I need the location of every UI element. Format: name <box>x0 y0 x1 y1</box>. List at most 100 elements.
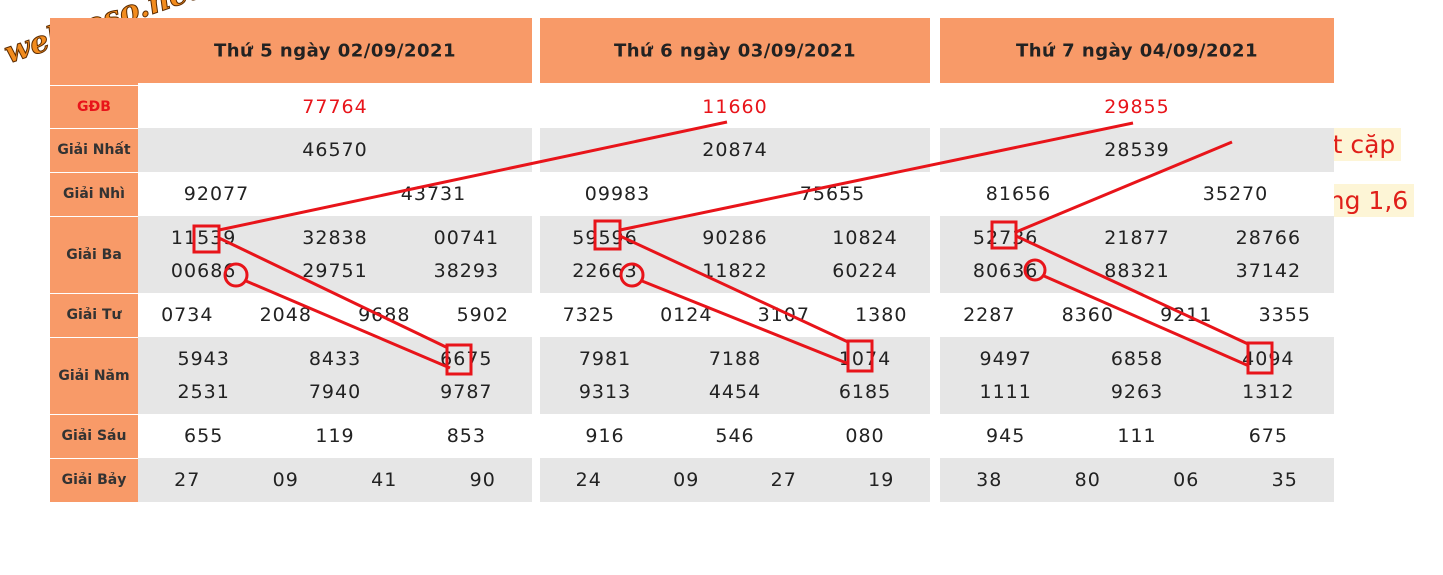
label-cell <box>50 414 138 458</box>
row-bg <box>940 458 1334 502</box>
prize-number: 3107 <box>757 304 810 326</box>
row-bg <box>138 458 532 502</box>
day-header <box>540 18 930 83</box>
label-cell <box>50 458 138 502</box>
prize-number: 80636 <box>972 260 1039 282</box>
prize-number: 59596 <box>572 227 638 249</box>
prize-number: 00741 <box>433 227 500 249</box>
prize-number: 6185 <box>838 381 892 403</box>
prize-number: 11539 <box>170 227 237 249</box>
prize-number: 38293 <box>433 260 500 282</box>
day-header <box>138 18 532 83</box>
header-cell <box>50 18 138 85</box>
row-bg <box>540 414 930 458</box>
prize-number: 90286 <box>702 227 768 249</box>
prize-number: 35 <box>1271 469 1298 491</box>
prize-number: 2048 <box>259 304 312 326</box>
prize-number: 80 <box>1074 469 1101 491</box>
prize-number: 28766 <box>1235 227 1302 249</box>
prize-number: 0734 <box>161 304 214 326</box>
prize-number: 75655 <box>799 183 866 205</box>
prize-number: 24 <box>575 469 602 491</box>
prize-number: 8360 <box>1061 304 1114 326</box>
prize-number: 9497 <box>979 348 1032 370</box>
prize-number: 111 <box>1117 425 1157 447</box>
prize-number: 46570 <box>302 139 368 161</box>
prize-number: 1380 <box>855 304 908 326</box>
prize-number: 3355 <box>1258 304 1311 326</box>
prize-number: 43731 <box>400 183 467 205</box>
prize-number: 38 <box>976 469 1003 491</box>
prize-number: 546 <box>715 425 755 447</box>
label-cell <box>50 172 138 216</box>
prize-number: 9787 <box>440 381 493 403</box>
row-label: Giải Tư <box>66 307 122 323</box>
prize-number: 77764 <box>302 95 368 118</box>
prize-number: 1111 <box>979 381 1032 403</box>
prize-number: 21877 <box>1104 227 1170 249</box>
prize-number: 9688 <box>358 304 411 326</box>
row-label: Giải Bảy <box>61 472 127 488</box>
prize-number: 655 <box>184 425 224 447</box>
label-cell <box>50 337 138 414</box>
prize-number: 52736 <box>972 227 1039 249</box>
row-bg <box>540 458 930 502</box>
day-title: Thứ 5 ngày 02/09/2021 <box>213 40 457 62</box>
prize-number: 916 <box>585 425 625 447</box>
row-bg <box>940 85 1334 128</box>
prize-number: 5943 <box>177 348 230 370</box>
prize-number: 27 <box>174 469 201 491</box>
row-label: Giải Ba <box>66 246 122 263</box>
prize-number: 19 <box>868 469 895 491</box>
prize-number: 11660 <box>702 95 768 118</box>
prize-number: 32838 <box>302 227 368 249</box>
prize-number: 119 <box>315 425 355 447</box>
prize-number: 00686 <box>170 260 237 282</box>
row-bg <box>138 414 532 458</box>
prize-number: 20874 <box>702 139 768 161</box>
prize-number: 11822 <box>702 260 768 282</box>
prize-number: 28539 <box>1104 139 1170 161</box>
prize-number: 2287 <box>963 304 1016 326</box>
prize-number: 1074 <box>838 348 892 370</box>
prize-number: 27 <box>770 469 797 491</box>
prize-number: 29855 <box>1104 95 1170 118</box>
label-cell <box>50 85 138 128</box>
prize-number: 5902 <box>456 304 509 326</box>
day-header <box>940 18 1334 83</box>
prize-number: 06 <box>1173 469 1200 491</box>
row-bg <box>940 414 1334 458</box>
row-label: GĐB <box>77 98 111 115</box>
prize-number: 7940 <box>308 381 362 403</box>
prize-number: 35270 <box>1202 183 1269 205</box>
day-title: Thứ 6 ngày 03/09/2021 <box>613 40 857 62</box>
prize-number: 7325 <box>562 304 615 326</box>
prize-number: 2531 <box>177 381 230 403</box>
prize-number: 9211 <box>1160 304 1213 326</box>
prize-number: 37142 <box>1235 260 1302 282</box>
prize-number: 7981 <box>578 348 632 370</box>
prize-number: 22663 <box>572 260 638 282</box>
row-label: Giải Năm <box>58 367 130 384</box>
prize-number: 9313 <box>578 381 632 403</box>
day-title: Thứ 7 ngày 04/09/2021 <box>1015 40 1259 62</box>
label-cell <box>50 128 138 172</box>
prize-number: 09 <box>673 469 700 491</box>
prize-number: 945 <box>986 425 1026 447</box>
prize-number: 09 <box>272 469 299 491</box>
prize-number: 60224 <box>832 260 898 282</box>
prize-number: 7188 <box>708 348 762 370</box>
prize-number: 853 <box>446 425 486 447</box>
prize-number: 675 <box>1248 425 1288 447</box>
label-cell <box>50 216 138 293</box>
row-label: Giải Nhất <box>57 142 131 158</box>
prize-number: 81656 <box>985 183 1052 205</box>
prize-number: 09983 <box>584 183 651 205</box>
prize-number: 4454 <box>708 381 762 403</box>
prize-number: 10824 <box>832 227 898 249</box>
prize-number: 92077 <box>183 183 250 205</box>
prize-number: 9263 <box>1110 381 1164 403</box>
prize-number: 6858 <box>1110 348 1164 370</box>
label-cell <box>50 293 138 337</box>
